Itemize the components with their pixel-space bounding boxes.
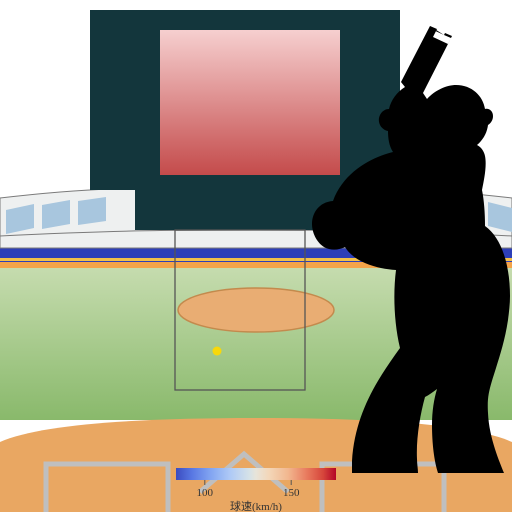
speed-legend-bar [176, 468, 336, 480]
pitch-marker-0 [213, 347, 222, 356]
legend-tick-label: 150 [283, 487, 300, 499]
legend-tick-label: 100 [197, 487, 214, 499]
stand-panel [42, 200, 70, 229]
pitchers-mound [178, 288, 334, 332]
stand-panel [78, 197, 106, 225]
scoreboard-screen [160, 30, 340, 175]
speed-legend-label: 球速(km/h) [230, 499, 282, 512]
